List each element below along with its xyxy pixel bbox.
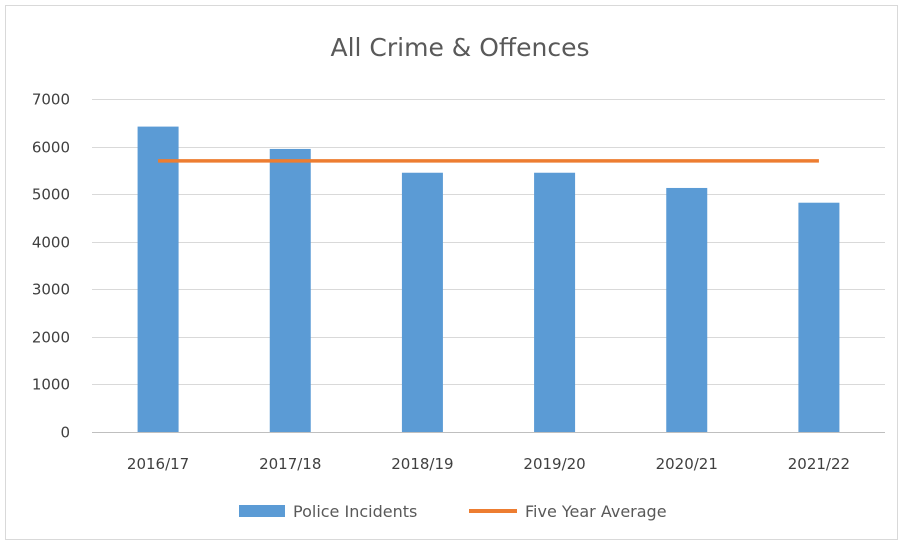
bar — [401, 172, 443, 432]
legend-label-five-year-average: Five Year Average — [525, 502, 667, 521]
gridlines — [92, 99, 885, 433]
y-tick-label: 3000 — [32, 281, 70, 299]
x-axis-ticks: 2016/17 2017/18 2018/19 2019/20 2020/21 2021/… — [127, 455, 850, 473]
x-tick-label: 2016/17 — [127, 455, 189, 473]
bar — [137, 126, 179, 432]
y-tick-label: 7000 — [32, 91, 70, 109]
legend-swatch-police-incidents — [239, 505, 285, 517]
y-tick-label: 0 — [60, 424, 70, 442]
y-axis-ticks: 0 1000 2000 3000 4000 5000 6000 7000 — [32, 91, 70, 442]
x-tick-label: 2020/21 — [656, 455, 718, 473]
y-tick-label: 1000 — [32, 376, 70, 394]
x-tick-label: 2019/20 — [523, 455, 585, 473]
y-tick-label: 2000 — [32, 329, 70, 347]
y-tick-label: 6000 — [32, 139, 70, 157]
legend: Police Incidents Five Year Average — [239, 502, 667, 521]
y-tick-label: 5000 — [32, 186, 70, 204]
bar — [798, 202, 840, 432]
chart-title: All Crime & Offences — [330, 33, 589, 62]
bar — [534, 172, 576, 432]
x-tick-label: 2021/22 — [788, 455, 850, 473]
y-tick-label: 4000 — [32, 234, 70, 252]
bar-series — [137, 126, 840, 432]
x-tick-label: 2017/18 — [259, 455, 321, 473]
legend-label-police-incidents: Police Incidents — [293, 502, 417, 521]
bar — [269, 148, 311, 432]
x-tick-label: 2018/19 — [391, 455, 453, 473]
bar — [666, 187, 708, 432]
